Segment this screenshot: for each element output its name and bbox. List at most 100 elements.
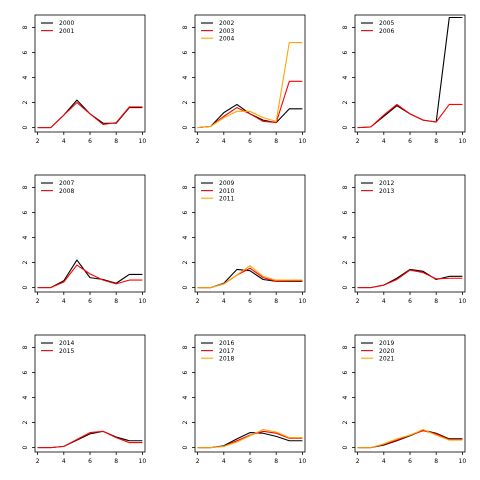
series-line-2014	[37, 430, 143, 449]
x-tick-label: 8	[434, 138, 438, 145]
series-line-2003	[197, 80, 303, 129]
x-tick-label: 10	[139, 458, 147, 465]
y-tick-label: 6	[342, 50, 349, 54]
legend-label: 2003	[219, 28, 234, 35]
y-tick-label: 2	[342, 101, 349, 105]
x-tick-label: 2	[356, 138, 360, 145]
x-tick-label: 6	[408, 298, 412, 305]
y-tick-label: 0	[342, 286, 349, 290]
x-tick-label: 2	[36, 298, 40, 305]
y-tick-label: 8	[22, 345, 29, 349]
x-tick-label: 8	[434, 458, 438, 465]
plot-frame	[354, 334, 466, 453]
y-tick-label: 8	[342, 185, 349, 189]
x-tick-label: 2	[356, 458, 360, 465]
x-tick-label: 8	[114, 298, 118, 305]
x-tick-label: 2	[356, 298, 360, 305]
x-tick-label: 2	[196, 138, 200, 145]
legend-label: 2020	[379, 348, 394, 355]
y-tick-label: 0	[22, 286, 29, 290]
x-tick-label: 4	[382, 298, 386, 305]
x-tick-label: 4	[382, 138, 386, 145]
y-tick-label: 2	[342, 261, 349, 265]
x-tick-label: 2	[196, 458, 200, 465]
series-line-2008	[37, 264, 143, 289]
y-tick-label: 6	[22, 210, 29, 214]
y-tick-label: 2	[342, 421, 349, 425]
y-tick-label: 6	[342, 210, 349, 214]
legend-label: 2002	[219, 20, 234, 27]
x-tick-label: 8	[114, 138, 118, 145]
x-tick-label: 4	[222, 138, 226, 145]
y-tick-label: 6	[22, 370, 29, 374]
x-tick-label: 6	[248, 298, 252, 305]
y-tick-label: 4	[22, 235, 29, 239]
legend-label: 2014	[59, 340, 74, 347]
y-tick-label: 2	[22, 101, 29, 105]
x-tick-label: 10	[139, 138, 147, 145]
legend-label: 2012	[379, 180, 394, 187]
legend-label: 2010	[219, 188, 234, 195]
y-tick-label: 0	[22, 446, 29, 450]
legend-label: 2000	[59, 20, 74, 27]
plot-frame	[194, 174, 306, 293]
y-tick-label: 2	[182, 421, 189, 425]
series-line-2011	[197, 265, 303, 289]
x-tick-label: 10	[459, 298, 467, 305]
x-tick-label: 6	[248, 138, 252, 145]
y-tick-label: 8	[342, 345, 349, 349]
y-tick-label: 6	[182, 210, 189, 214]
y-tick-label: 0	[22, 126, 29, 130]
x-tick-label: 6	[408, 138, 412, 145]
y-tick-label: 4	[342, 75, 349, 79]
x-tick-label: 10	[299, 298, 307, 305]
y-tick-label: 4	[22, 395, 29, 399]
series-line-2001	[37, 102, 143, 129]
x-tick-label: 4	[222, 298, 226, 305]
legend-label: 2007	[59, 180, 74, 187]
x-tick-label: 6	[408, 458, 412, 465]
y-tick-label: 8	[342, 25, 349, 29]
legend-label: 2004	[219, 35, 234, 42]
legend-label: 2013	[379, 188, 394, 195]
y-tick-label: 4	[342, 395, 349, 399]
y-tick-label: 0	[182, 286, 189, 290]
x-tick-label: 8	[274, 298, 278, 305]
legend-label: 2001	[59, 28, 74, 35]
legend-label: 2005	[379, 20, 394, 27]
y-tick-label: 8	[22, 185, 29, 189]
x-tick-label: 4	[62, 138, 66, 145]
series-line-2004	[197, 41, 303, 129]
legend-label: 2018	[219, 355, 234, 362]
plot-frame	[354, 174, 466, 293]
legend-label: 2006	[379, 28, 394, 35]
series-line-2006	[357, 103, 463, 129]
plot-frame	[194, 334, 306, 453]
legend-label: 2021	[379, 355, 394, 362]
y-tick-label: 6	[182, 370, 189, 374]
y-tick-label: 8	[182, 345, 189, 349]
x-tick-label: 8	[274, 138, 278, 145]
series-line-2005	[357, 16, 463, 129]
y-tick-label: 0	[342, 446, 349, 450]
y-tick-label: 8	[182, 25, 189, 29]
y-tick-label: 4	[182, 395, 189, 399]
series-line-2015	[37, 430, 143, 449]
y-tick-label: 0	[182, 126, 189, 130]
y-tick-label: 2	[182, 261, 189, 265]
x-tick-label: 10	[299, 458, 307, 465]
x-tick-label: 10	[459, 138, 467, 145]
series-line-2018	[197, 428, 303, 449]
y-tick-label: 8	[182, 185, 189, 189]
x-tick-label: 10	[459, 458, 467, 465]
x-tick-label: 6	[88, 298, 92, 305]
